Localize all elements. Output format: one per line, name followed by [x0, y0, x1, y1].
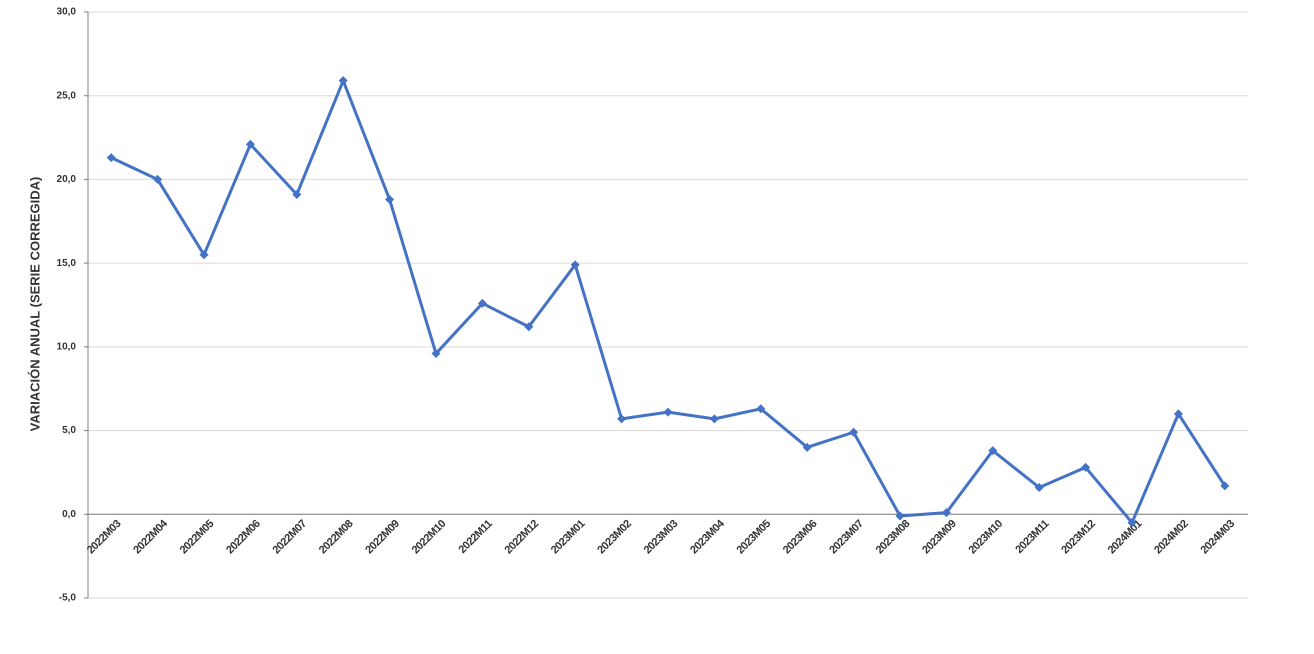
x-tick-label: 2024M01 [1106, 518, 1145, 557]
marker [802, 442, 812, 452]
marker [106, 153, 116, 163]
marker [617, 414, 627, 424]
marker [895, 511, 905, 521]
x-tick-label: 2024M03 [1199, 518, 1238, 557]
marker [245, 139, 255, 149]
y-tick-label: 10,0 [57, 341, 77, 352]
x-tick-label: 2022M07 [271, 518, 310, 557]
x-tick-label: 2022M08 [317, 518, 356, 557]
x-tick-label: 2023M04 [688, 517, 727, 556]
marker [338, 76, 348, 86]
x-tick-label: 2023M06 [781, 518, 820, 557]
y-tick-label: 5,0 [62, 425, 76, 436]
x-tick-label: 2022M04 [131, 517, 170, 556]
marker [941, 508, 951, 518]
marker [988, 446, 998, 456]
y-tick-label: 20,0 [57, 174, 77, 185]
marker [709, 414, 719, 424]
marker [570, 260, 580, 270]
marker [1173, 409, 1183, 419]
marker [199, 250, 209, 260]
x-tick-label: 2024M02 [1152, 518, 1191, 557]
marker [1220, 481, 1230, 491]
x-tick-label: 2023M07 [827, 518, 866, 557]
x-tick-label: 2022M03 [85, 518, 124, 557]
x-tick-label: 2023M11 [1013, 518, 1051, 556]
x-tick-label: 2023M08 [874, 518, 913, 557]
y-tick-label: 25,0 [57, 90, 77, 101]
x-tick-label: 2023M12 [1059, 518, 1098, 557]
x-tick-label: 2023M02 [595, 518, 634, 557]
x-tick-label: 2023M10 [967, 518, 1006, 557]
x-tick-label: 2022M09 [363, 518, 402, 557]
series-line [110, 79, 1227, 525]
x-tick-label: 2023M01 [549, 518, 588, 557]
marker [663, 407, 673, 417]
x-tick-label: 2023M03 [642, 518, 681, 557]
marker [1127, 518, 1137, 528]
x-tick-label: 2022M12 [503, 518, 542, 557]
marker [524, 322, 534, 332]
marker [849, 427, 859, 437]
marker [431, 349, 441, 359]
marker [292, 189, 302, 199]
x-tick-label: 2023M05 [735, 518, 774, 557]
y-axis-label: VARIACIÓN ANUAL (SERIE CORREGIDA) [27, 177, 42, 432]
x-tick-label: 2022M10 [410, 518, 449, 557]
marker [1081, 462, 1091, 472]
y-tick-label: 30,0 [57, 7, 77, 18]
y-tick-label: -5,0 [59, 593, 77, 604]
marker [477, 298, 487, 308]
x-tick-label: 2023M09 [920, 518, 959, 557]
x-tick-label: 2022M05 [178, 518, 217, 557]
x-tick-label: 2022M06 [224, 518, 263, 557]
marker [1034, 482, 1044, 492]
x-tick-label: 2022M11 [457, 518, 495, 556]
y-tick-label: 15,0 [57, 258, 77, 269]
marker [153, 174, 163, 184]
marker [756, 404, 766, 414]
y-tick-label: 0,0 [62, 509, 76, 520]
marker [385, 195, 395, 205]
